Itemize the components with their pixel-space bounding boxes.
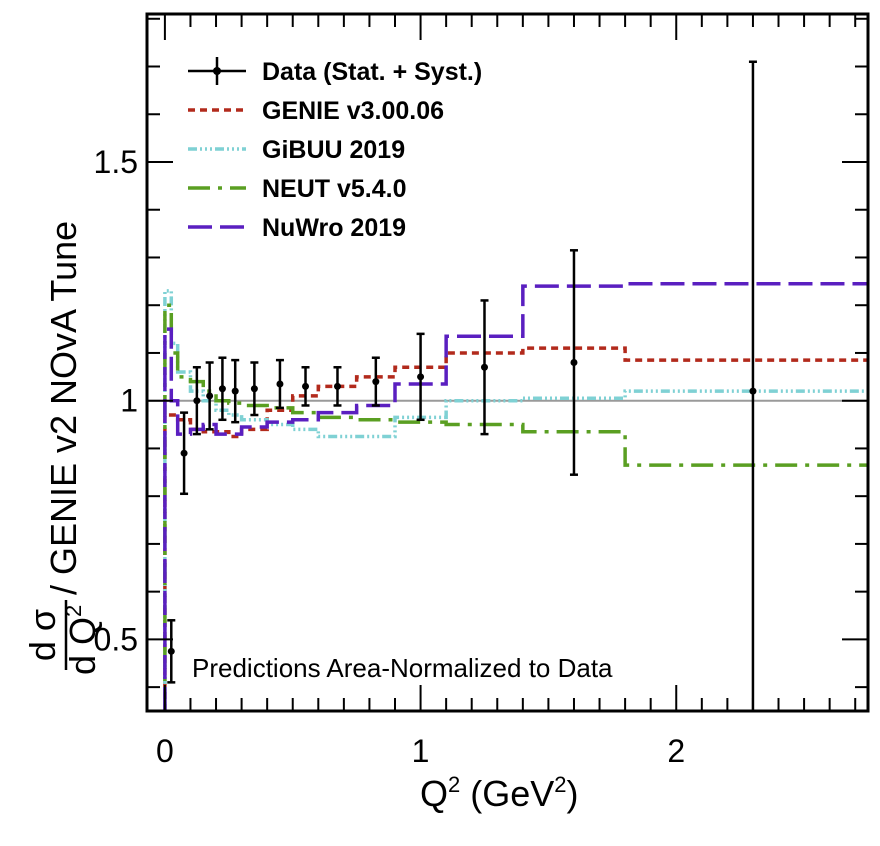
data-point [302, 382, 310, 390]
x-axis-title-unit-sup: 2 [554, 772, 566, 797]
data-point [180, 449, 188, 457]
y-tick-label: 1.5 [94, 144, 138, 180]
annotation-text: Predictions Area-Normalized to Data [192, 653, 613, 683]
data-point [480, 363, 488, 371]
legend: Data (Stat. + Syst.) GENIE v3.00.06 GiBUU … [188, 57, 482, 242]
y-tick-label: 0.5 [94, 621, 138, 657]
data-point [167, 647, 175, 655]
data-point [231, 387, 239, 395]
x-tick-label: 0 [156, 733, 174, 769]
legend-label: Data (Stat. + Syst.) [262, 58, 482, 86]
x-tick-label: 2 [667, 733, 685, 769]
plot-inner [147, 60, 868, 711]
series-line-1 [163, 346, 868, 711]
y-tick-label: 1 [120, 383, 138, 419]
x-axis-title-unit-close: ) [567, 773, 579, 814]
y-axis-title-rest: / GENIE v2 NOvA Tune [43, 221, 84, 595]
data-point [372, 378, 380, 386]
data-point [276, 380, 284, 388]
y-axis-title-denominator-main: d Q [62, 617, 103, 675]
series-line-3 [163, 303, 868, 711]
legend-label: GENIE v3.00.06 [262, 97, 444, 125]
y-axis-title: d σ d Q2 / GENIE v2 NOvA Tune [22, 221, 103, 675]
data-point [218, 385, 226, 393]
data-point [333, 382, 341, 390]
y-axis-title-denominator: d Q2 [61, 605, 103, 675]
x-axis-title-unit-open: (GeV [460, 773, 554, 814]
data-point [206, 392, 214, 400]
x-axis-title-main: Q [420, 773, 448, 814]
data-point [749, 387, 757, 395]
y-axis-title-numerator: d σ [22, 609, 63, 661]
x-axis-title: Q2 (GeV2) [420, 772, 579, 814]
legend-label: GiBUU 2019 [262, 136, 405, 164]
legend-label: NEUT v5.4.0 [262, 175, 407, 203]
plot-frame [145, 12, 870, 713]
legend-label: NuWro 2019 [262, 214, 406, 242]
data-point [250, 385, 258, 393]
axes-layer: 0 1 2 0.5 1 1.5 [94, 12, 870, 769]
data-point [193, 397, 201, 405]
series-line-4 [163, 281, 868, 711]
series-line-2 [163, 289, 868, 711]
plot-area [147, 60, 868, 711]
data-point [570, 359, 578, 366]
x-tick-label: 1 [412, 733, 430, 769]
x-axis-title-sup: 2 [448, 772, 460, 797]
data-point [417, 373, 425, 381]
legend-marker-data-point [213, 67, 221, 75]
y-axis-title-denominator-sup: 2 [61, 605, 86, 617]
